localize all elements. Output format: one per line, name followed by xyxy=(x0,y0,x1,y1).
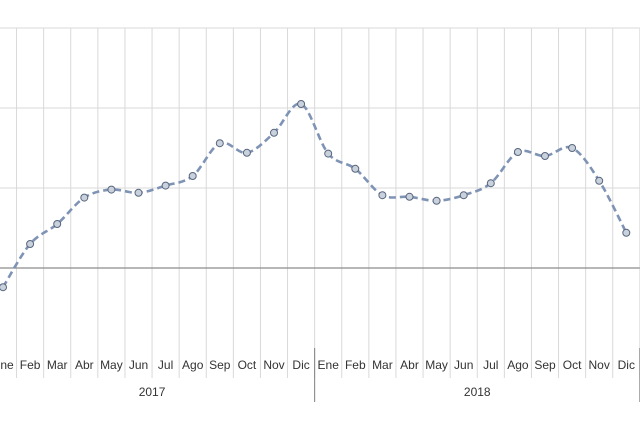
x-tick-label: Abr xyxy=(400,358,419,372)
x-tick-label: Ago xyxy=(507,358,529,372)
x-tick-label: May xyxy=(425,358,448,372)
data-point xyxy=(459,191,468,200)
data-point xyxy=(432,196,441,205)
data-point xyxy=(242,148,251,157)
data-point xyxy=(134,188,143,197)
x-tick-label: Feb xyxy=(345,358,366,372)
group-label: 2018 xyxy=(464,385,491,399)
data-point xyxy=(80,193,89,202)
x-tick-label: Mar xyxy=(372,358,393,372)
x-tick-label: Mar xyxy=(47,358,68,372)
x-tick-label: Jun xyxy=(454,358,473,372)
data-point xyxy=(297,100,306,108)
data-point xyxy=(405,192,414,201)
x-tick-label: Nov xyxy=(263,358,284,372)
x-tick-label: Dic xyxy=(292,358,309,372)
x-tick-label: Ago xyxy=(182,358,204,372)
x-tick-label: Abr xyxy=(75,358,94,372)
x-tick-label: Feb xyxy=(20,358,41,372)
data-point xyxy=(26,240,35,248)
data-point xyxy=(486,179,495,188)
data-point xyxy=(188,172,197,180)
data-point xyxy=(568,144,577,152)
data-point xyxy=(215,139,224,148)
group-label: 2017 xyxy=(139,385,166,399)
x-tick-label: Jun xyxy=(129,358,148,372)
data-point xyxy=(53,220,62,228)
x-tick-label: May xyxy=(100,358,123,372)
x-tick-label: Sep xyxy=(534,358,556,372)
x-tick-label: Jul xyxy=(158,358,173,372)
data-point xyxy=(595,176,604,185)
data-point xyxy=(541,152,549,160)
x-tick-label: Dic xyxy=(618,358,635,372)
data-point xyxy=(351,164,360,173)
x-tick-label: Oct xyxy=(238,358,257,372)
data-point xyxy=(324,149,333,158)
data-point xyxy=(513,148,522,156)
x-tick-label: Oct xyxy=(563,358,582,372)
data-point xyxy=(161,181,170,190)
x-tick-label: Ene xyxy=(0,358,14,372)
x-tick-label: Nov xyxy=(589,358,610,372)
data-point xyxy=(622,228,631,237)
data-point xyxy=(270,128,278,137)
x-tick-label: Jul xyxy=(483,358,498,372)
x-tick-label: Ene xyxy=(318,358,340,372)
data-point xyxy=(107,185,116,194)
data-point xyxy=(0,283,7,292)
x-tick-label: Sep xyxy=(209,358,231,372)
data-point xyxy=(378,191,387,200)
